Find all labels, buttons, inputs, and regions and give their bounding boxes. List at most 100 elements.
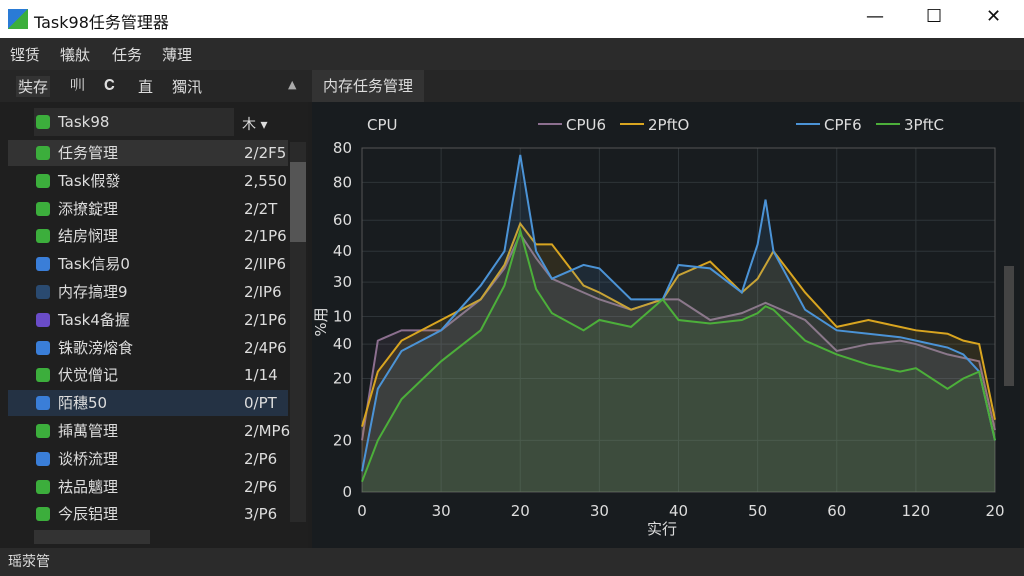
process-row[interactable]: Task假發 2,550 xyxy=(8,168,288,194)
legend-label: CPF6 xyxy=(824,116,862,134)
header-text: Task98 xyxy=(58,113,110,131)
tool-tab[interactable]: 獨汛 xyxy=(172,78,203,96)
row-value: 2/1P6 xyxy=(244,310,287,329)
y-axis-label: %用 xyxy=(312,307,330,336)
series-area xyxy=(362,154,995,492)
plot-frame xyxy=(361,147,996,493)
row-name: 内存搞理9 xyxy=(58,283,128,301)
x-tick-label: 30 xyxy=(432,502,451,520)
series-line xyxy=(361,221,996,427)
row-name: 铢歌滂熔食 xyxy=(58,338,134,357)
menu-bar: 铿赁 犠舦 任务 薄理 xyxy=(0,38,1024,70)
row-value: 2/IIP6 xyxy=(244,255,287,274)
menu-item[interactable]: 任务 xyxy=(112,46,143,64)
menu-item[interactable]: 薄理 xyxy=(162,46,193,64)
tool-tab[interactable]: 𠯀 xyxy=(70,76,86,94)
process-row[interactable]: 今辰铝理 3/P6 xyxy=(8,501,288,527)
tool-tab[interactable]: 直 xyxy=(138,78,154,96)
row-value: 3/P6 xyxy=(244,505,278,524)
chart: CPU 实行 %用 0 20 20 40 10 30 40 60 80 80 0 30 20 30 40 50… xyxy=(312,102,1020,548)
row-name: 陌穗50 xyxy=(58,394,108,413)
y-tick-label: 60 xyxy=(333,211,352,229)
legend-label: CPU6 xyxy=(566,116,606,134)
x-tick-label: 0 xyxy=(357,502,367,520)
row-name: 今辰铝理 xyxy=(58,505,119,524)
series-line xyxy=(361,226,996,483)
y-tick-label: 10 xyxy=(333,308,352,326)
row-name: 任务管理 xyxy=(58,144,119,162)
x-tick-label: 60 xyxy=(827,502,846,520)
h-scrollbar[interactable] xyxy=(34,530,150,544)
chart-scrollbar[interactable] xyxy=(1004,266,1014,386)
process-row[interactable]: 伏觉僧记 1/14 xyxy=(8,362,288,388)
legend-label: 3PftC xyxy=(904,116,944,134)
minimize[interactable]: — xyxy=(866,6,884,27)
process-row[interactable]: 任务管理 2/2F5 xyxy=(8,140,288,166)
row-icon xyxy=(36,451,50,466)
x-tick-label: 40 xyxy=(669,502,688,520)
sort[interactable]: ⽊ ▾ xyxy=(242,117,268,133)
process-row[interactable]: 陌穗50 0/PT xyxy=(8,390,288,417)
row-icon xyxy=(36,479,50,494)
row-icon xyxy=(36,229,50,244)
x-tick-label: 50 xyxy=(748,502,767,520)
row-icon xyxy=(36,146,50,160)
y-tick-label: 80 xyxy=(333,173,352,191)
row-name: 结房悯理 xyxy=(58,227,119,246)
process-row[interactable]: 揷萬管理 2/MP6 xyxy=(8,418,291,444)
header-icon xyxy=(36,115,50,129)
row-value: 1/14 xyxy=(244,366,278,385)
y-tick-label: 40 xyxy=(333,242,352,260)
row-name: Task假發 xyxy=(58,171,121,190)
y-tick-label: 40 xyxy=(333,335,352,353)
process-row[interactable]: 谈桥流理 2/P6 xyxy=(8,446,288,472)
row-value: 2/MP6 xyxy=(244,422,291,440)
y-tick-label: 80 xyxy=(333,139,352,157)
app-icon xyxy=(8,9,28,29)
row-value: 0/PT xyxy=(244,394,277,413)
toolbar: 内存任务管理 奘存 𠯀 𝐂 直獨汛 ▲ xyxy=(0,70,1024,102)
chart-tab[interactable]: 内存任务管理 xyxy=(312,70,424,102)
x-tick-label: 120 xyxy=(902,502,931,520)
maximize[interactable]: ☐ xyxy=(926,6,943,27)
row-icon xyxy=(36,424,50,438)
row-icon xyxy=(36,173,50,188)
legend-label: 2PftO xyxy=(648,116,689,134)
row-name: 伏觉僧记 xyxy=(58,366,119,385)
process-row[interactable]: Task信易0 2/IIP6 xyxy=(8,251,288,277)
collapse-arrow[interactable]: ▲ xyxy=(288,78,297,91)
row-name: Task信易0 xyxy=(58,255,130,274)
x-tick-label: 20 xyxy=(985,502,1004,520)
close[interactable]: ✕ xyxy=(986,6,1002,27)
status-bar: 瑶荥管 xyxy=(0,548,1024,576)
row-icon xyxy=(36,312,50,327)
process-row[interactable]: 祛品魑理 2/P6 xyxy=(8,474,288,500)
row-name: 揷萬管理 xyxy=(58,422,119,440)
menu-item[interactable]: 犠舦 xyxy=(60,46,91,64)
series-line xyxy=(361,154,996,472)
process-row[interactable]: Task4备握 2/1P6 xyxy=(8,307,288,333)
row-icon xyxy=(36,396,50,411)
process-panel: Task98 ⽊ ▾ 任务管理 2/2F5 Task假發 2,550 添撩錠理 2/2T 结… xyxy=(0,102,308,548)
scrollbar[interactable] xyxy=(290,142,306,522)
series-area xyxy=(362,234,995,492)
row-icon xyxy=(36,507,50,522)
row-name: 添撩錠理 xyxy=(58,199,119,218)
process-row[interactable]: 结房悯理 2/1P6 xyxy=(8,223,288,249)
process-row[interactable]: 铢歌滂熔食 2/4P6 xyxy=(8,335,288,361)
x-tick-label: 30 xyxy=(590,502,609,520)
x-axis-label: 实行 xyxy=(647,520,677,538)
y-tick-label: 0 xyxy=(342,483,352,501)
row-icon xyxy=(36,201,50,216)
tool-tab[interactable]: 奘存 xyxy=(16,76,51,97)
row-value: 2/1P6 xyxy=(244,227,287,246)
row-icon xyxy=(36,368,50,383)
menu-item[interactable]: 铿赁 xyxy=(10,46,41,64)
process-row[interactable]: 内存搞理9 2/IP6 xyxy=(8,279,288,305)
row-value: 2/2F5 xyxy=(244,144,287,162)
y-tick-label: 20 xyxy=(333,431,352,449)
process-row[interactable]: 添撩錠理 2/2T xyxy=(8,196,288,222)
row-name: 谈桥流理 xyxy=(58,449,119,468)
row-name: Task4备握 xyxy=(58,310,130,329)
tool-tab[interactable]: 𝐂 xyxy=(104,76,115,94)
